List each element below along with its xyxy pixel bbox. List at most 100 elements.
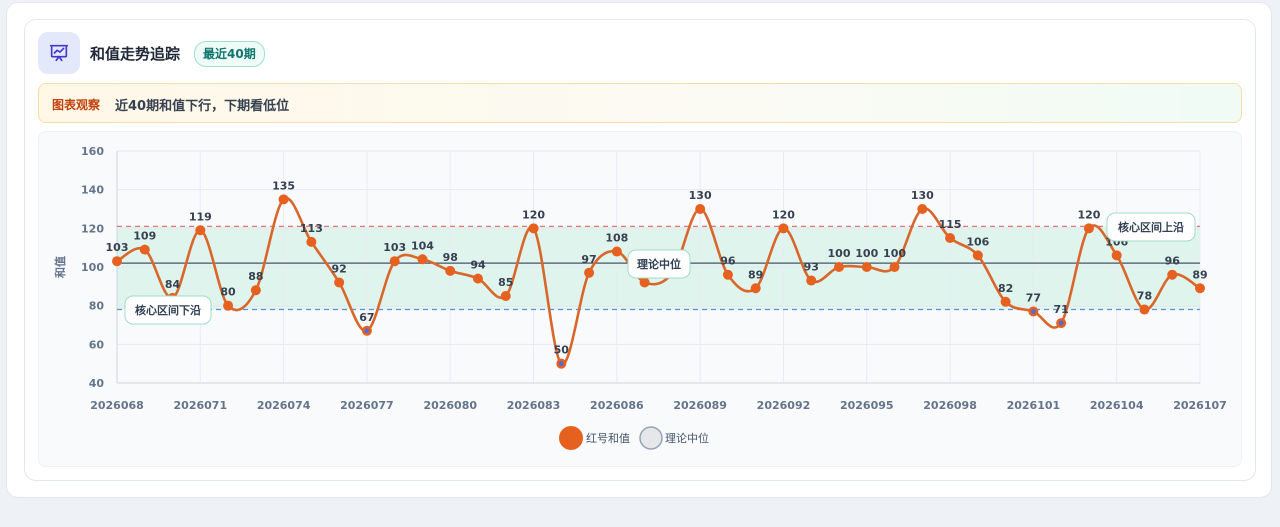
data-label: 96 — [720, 255, 736, 268]
x-tick-label: 2026101 — [1007, 399, 1061, 412]
data-point — [695, 204, 706, 214]
data-label: 67 — [359, 311, 374, 324]
y-tick-label: 80 — [89, 300, 105, 313]
y-tick-label: 40 — [89, 377, 105, 390]
legend-label-series: 红号和值 — [586, 432, 630, 445]
data-label: 108 — [605, 232, 628, 245]
x-tick-label: 2026074 — [257, 399, 311, 412]
data-point — [195, 225, 206, 236]
data-point — [528, 223, 539, 234]
data-label: 100 — [883, 247, 906, 260]
data-point — [750, 283, 761, 294]
data-label: 92 — [331, 262, 346, 275]
y-tick-label: 100 — [81, 261, 104, 274]
data-label: 120 — [772, 208, 795, 221]
data-label: 82 — [998, 282, 1013, 295]
data-label: 88 — [248, 270, 263, 283]
data-label: 97 — [581, 253, 596, 266]
lower-bound-annotation-text: 核心区间下沿 — [135, 303, 201, 317]
low-point-marker — [364, 328, 370, 334]
legend-swatch-series — [559, 426, 583, 450]
data-label: 106 — [966, 235, 989, 248]
data-label: 120 — [522, 208, 545, 221]
data-label: 71 — [1053, 303, 1068, 316]
data-point — [1195, 283, 1205, 294]
data-point — [806, 275, 817, 286]
low-point-marker — [1058, 320, 1064, 326]
data-label: 85 — [498, 276, 513, 289]
data-point — [417, 254, 428, 265]
y-tick-label: 120 — [81, 222, 104, 235]
data-point — [1083, 223, 1094, 234]
insight-text: 近40期和值下行，下期看低位 — [115, 99, 290, 114]
low-point-marker — [1030, 309, 1036, 314]
median-annotation-text: 理论中位 — [637, 257, 681, 271]
data-point — [500, 291, 511, 301]
data-point — [223, 300, 234, 311]
data-point — [389, 256, 400, 267]
y-tick-label: 140 — [81, 184, 104, 197]
data-label: 80 — [220, 286, 236, 299]
data-point — [889, 262, 900, 272]
lower-bound-annotation-box — [124, 295, 212, 325]
legend-label-median: 理论中位 — [665, 431, 709, 445]
insight-label: 图表观察 — [52, 98, 101, 112]
data-label: 103 — [106, 241, 129, 254]
upper-bound-annotation-box — [1106, 212, 1196, 242]
data-point — [778, 223, 789, 234]
data-point — [584, 267, 595, 278]
data-label: 96 — [1165, 255, 1181, 268]
data-point — [1139, 304, 1150, 315]
data-label: 78 — [1137, 290, 1152, 303]
data-point — [945, 233, 956, 243]
data-point — [445, 265, 456, 276]
x-tick-label: 2026107 — [1173, 399, 1227, 412]
median-annotation-box — [627, 249, 691, 279]
presentation-chart-icon — [38, 32, 80, 74]
data-point — [972, 250, 983, 261]
data-point — [1000, 296, 1011, 307]
x-tick-label: 2026098 — [923, 399, 977, 412]
data-point — [861, 262, 872, 272]
period-badge: 最近40期 — [194, 41, 265, 67]
data-point — [139, 244, 150, 255]
page-title: 和值走势追踪 — [90, 45, 181, 63]
x-tick-label: 2026086 — [590, 399, 644, 412]
data-label: 119 — [189, 210, 212, 223]
x-tick-label: 2026092 — [757, 399, 811, 412]
data-label: 93 — [804, 261, 819, 274]
data-label: 89 — [748, 268, 763, 281]
x-tick-label: 2026068 — [90, 399, 144, 412]
data-point — [278, 194, 289, 205]
x-tick-label: 2026095 — [840, 399, 894, 412]
y-axis-label: 和值 — [53, 256, 67, 278]
data-point — [917, 204, 928, 214]
data-label: 130 — [689, 189, 712, 202]
data-point — [639, 277, 650, 288]
data-label: 115 — [939, 218, 962, 231]
insight-banner: 图表观察 近40期和值下行，下期看低位 — [38, 83, 1242, 123]
legend-swatch-median — [639, 426, 663, 450]
data-label: 98 — [443, 251, 458, 264]
data-point — [722, 269, 733, 280]
upper-bound-annotation-text: 核心区间上沿 — [1118, 220, 1184, 234]
data-label: 135 — [272, 179, 295, 192]
data-label: 103 — [383, 241, 406, 254]
data-label: 130 — [911, 189, 934, 202]
data-point — [473, 273, 483, 284]
data-point — [834, 262, 844, 272]
data-point — [1167, 269, 1178, 280]
data-label: 109 — [133, 230, 156, 243]
data-point — [250, 285, 261, 296]
data-label: 84 — [165, 278, 181, 291]
low-point-marker — [558, 361, 564, 367]
data-label: 120 — [1077, 208, 1100, 221]
data-label: 100 — [828, 247, 851, 260]
data-point — [1111, 250, 1122, 261]
x-tick-label: 2026089 — [673, 399, 727, 412]
data-point — [112, 256, 122, 267]
x-tick-label: 2026104 — [1090, 399, 1144, 412]
data-label: 104 — [411, 239, 434, 252]
data-point — [306, 236, 317, 247]
